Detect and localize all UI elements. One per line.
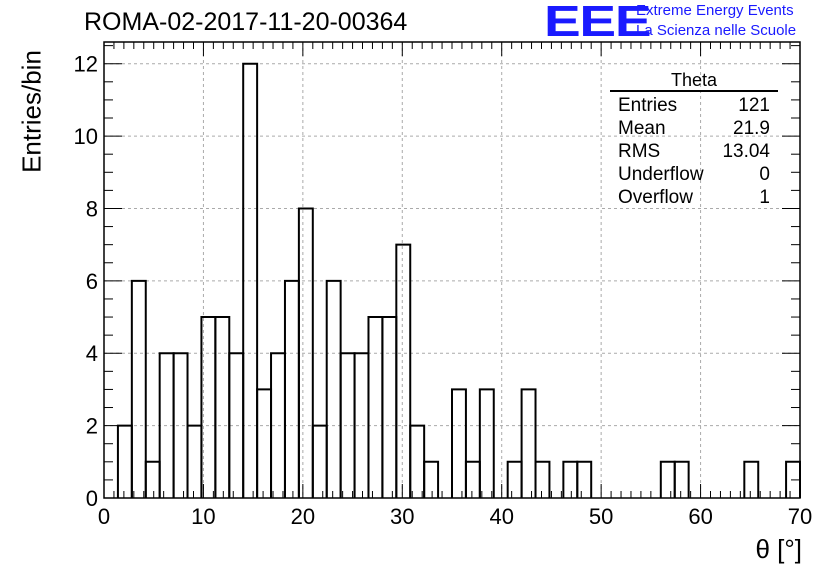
- histogram-bin: [297, 207, 314, 498]
- histogram-bin: [478, 388, 495, 498]
- y-tick-label: 12: [74, 52, 98, 77]
- y-tick-label: 6: [86, 269, 98, 294]
- y-tick-label: 10: [74, 124, 98, 149]
- histogram-bin: [659, 460, 676, 498]
- histogram-bin: [423, 460, 440, 498]
- stats-label: RMS: [618, 141, 661, 162]
- histogram-bin: [451, 388, 467, 498]
- logo-text-line1: Extreme Energy Events: [636, 2, 794, 19]
- stats-value: 1: [759, 187, 770, 208]
- x-tick-label: 0: [98, 504, 110, 529]
- stats-row-underflow: Underflow 0: [610, 163, 778, 186]
- histogram-bin: [172, 352, 189, 498]
- histogram-bin: [367, 316, 384, 498]
- histogram-bin: [534, 460, 551, 498]
- stats-title: Theta: [610, 70, 778, 92]
- chart-title: ROMA-02-2017-11-20-00364: [84, 8, 408, 36]
- histogram-bin: [520, 388, 537, 498]
- logo-text-line2: La Scienza nelle Scuole: [636, 22, 797, 39]
- x-tick-label: 60: [688, 504, 712, 529]
- histogram-bin: [562, 460, 579, 498]
- histogram-bin: [325, 279, 342, 498]
- histogram-bin: [130, 279, 147, 498]
- histogram-bin: [214, 316, 231, 498]
- y-tick-label: 8: [86, 196, 98, 221]
- x-tick-label: 50: [589, 504, 613, 529]
- stats-row-mean: Mean 21.9: [610, 117, 778, 140]
- histogram-bin: [283, 279, 300, 498]
- stats-row-overflow: Overflow 1: [610, 186, 778, 209]
- stats-label: Underflow: [618, 164, 704, 185]
- histogram-bin: [464, 460, 481, 498]
- stats-value: 0: [759, 164, 770, 185]
- x-tick-label: 10: [191, 504, 215, 529]
- histogram-bin: [409, 424, 426, 498]
- stats-label: Entries: [618, 95, 678, 116]
- histogram-bin: [395, 243, 412, 498]
- histogram-bin: [116, 424, 133, 498]
- histogram-bin: [311, 424, 328, 498]
- stats-value: 121: [738, 95, 770, 116]
- histogram-bin: [144, 460, 161, 498]
- x-tick-label: 20: [291, 504, 315, 529]
- histogram-bin: [673, 460, 690, 498]
- stats-label: Mean: [618, 118, 666, 139]
- histogram-bin: [381, 316, 398, 498]
- y-axis-label: Entries/bin: [16, 50, 47, 173]
- stats-row-rms: RMS 13.04: [610, 140, 778, 163]
- histogram-bin: [256, 388, 273, 498]
- eee-logo: EEE: [544, 0, 652, 46]
- histogram-bin: [506, 460, 523, 498]
- histogram-bin: [743, 460, 760, 498]
- x-tick-label: 30: [390, 504, 414, 529]
- histogram-bin: [576, 460, 593, 498]
- histogram-bin: [242, 62, 259, 498]
- stats-value: 21.9: [733, 118, 770, 139]
- x-tick-label: 70: [788, 504, 812, 529]
- stats-label: Overflow: [618, 187, 693, 208]
- y-tick-label: 0: [86, 486, 98, 511]
- histogram-bin: [186, 424, 203, 498]
- x-axis-label: θ [°]: [755, 534, 802, 564]
- stats-row-entries: Entries 121: [610, 94, 778, 117]
- stats-value: 13.04: [722, 141, 770, 162]
- x-tick-label: 40: [489, 504, 513, 529]
- y-tick-label: 4: [86, 341, 98, 366]
- stats-box: Theta Entries 121 Mean 21.9 RMS 13.04 Under…: [610, 70, 778, 209]
- y-tick-label: 2: [86, 414, 98, 439]
